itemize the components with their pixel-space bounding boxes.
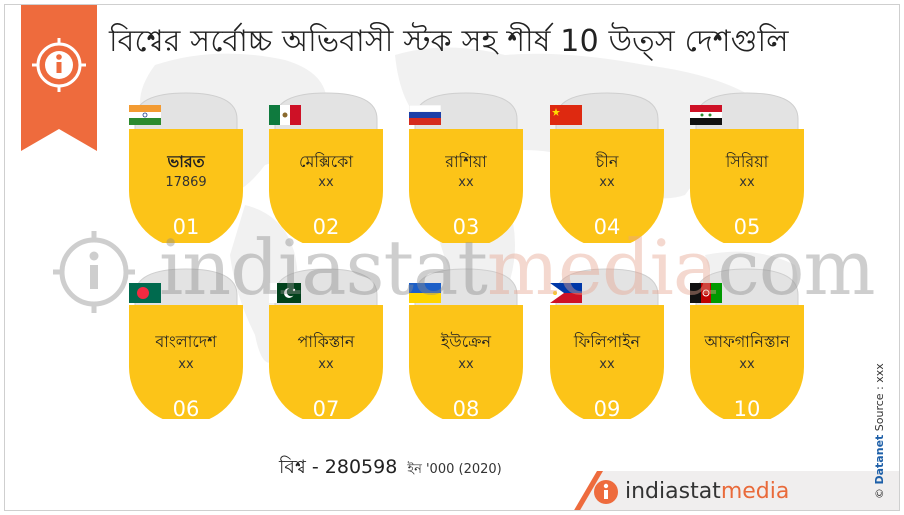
country-value: xx <box>458 357 474 372</box>
infographic-frame: বিশ্বের সর্বোচ্চ অভিবাসী স্টক সহ শীর্ষ 1… <box>4 4 900 511</box>
country-name: বাংলাদেশ <box>155 332 217 351</box>
country-card: আফগানিস্তান xx 10 <box>690 267 804 421</box>
country-name: ভারত <box>167 152 205 171</box>
country-name: সিরিয়া <box>725 152 769 171</box>
country-value: 17869 <box>165 175 207 190</box>
card-shape <box>269 92 383 243</box>
card-shape <box>690 92 804 243</box>
afghanistan-flag-icon <box>690 283 722 303</box>
rank-number: 09 <box>593 397 621 421</box>
country-name: ফিলিপাইন <box>573 332 641 351</box>
country-card: মেক্সিকো xx 02 <box>269 91 383 243</box>
rank-number: 04 <box>593 215 621 239</box>
ukraine-flag-icon <box>409 283 441 303</box>
mexico-flag-icon <box>269 105 301 125</box>
country-name: চীন <box>595 152 619 171</box>
country-value: xx <box>599 175 615 190</box>
country-value: xx <box>739 175 755 190</box>
footer-band <box>574 471 899 510</box>
card-shape <box>690 268 804 419</box>
india-flag-icon <box>129 105 161 125</box>
rank-number: 05 <box>733 215 761 239</box>
pakistan-flag-icon <box>269 283 301 303</box>
card-shape <box>550 268 664 419</box>
footer-info-icon <box>594 480 618 504</box>
card-shape <box>409 268 523 419</box>
country-name: রাশিয়া <box>445 152 487 171</box>
rank-number: 01 <box>172 215 200 239</box>
world-map-background <box>140 47 798 363</box>
china-flag-icon <box>550 105 582 125</box>
world-total-label: বিশ্ব - 280598 <box>279 456 398 478</box>
country-card: ইউক্রেন xx 08 <box>409 267 523 421</box>
country-card: সিরিয়া xx 05 <box>690 91 804 243</box>
country-card: ভারত 17869 01 <box>129 91 243 243</box>
country-name: মেক্সিকো <box>299 152 353 171</box>
country-card: পাকিস্তান xx 07 <box>269 267 383 421</box>
country-value: xx <box>318 357 334 372</box>
card-shape <box>269 268 383 419</box>
country-card: চীন xx 04 <box>550 91 664 243</box>
country-value: xx <box>178 357 194 372</box>
card-shape <box>129 268 243 419</box>
country-name: পাকিস্তান <box>297 332 355 351</box>
philippines-flag-icon <box>550 283 582 303</box>
russia-flag-icon <box>409 105 441 125</box>
rank-number: 06 <box>172 397 200 421</box>
bangladesh-flag-icon <box>129 283 161 303</box>
rank-number: 03 <box>452 215 480 239</box>
card-shape <box>129 92 243 243</box>
rank-number: 10 <box>733 397 761 421</box>
country-card: বাংলাদেশ xx 06 <box>129 267 243 421</box>
country-value: xx <box>458 175 474 190</box>
footer-brand: indiastatmedia <box>625 479 790 504</box>
world-total: বিশ্ব - 280598 ইন '000 (2020) <box>279 453 502 485</box>
info-ribbon <box>21 5 97 151</box>
country-value: xx <box>599 357 615 372</box>
country-name: ইউক্রেন <box>440 332 492 351</box>
rank-number: 07 <box>312 397 340 421</box>
country-name: আফগানিস্তান <box>704 332 790 351</box>
page-title: বিশ্বের সর্বোচ্চ অভিবাসী স্টক সহ শীর্ষ 1… <box>109 24 789 59</box>
rank-number: 02 <box>312 215 340 239</box>
world-total-unit: ইন '000 (2020) <box>407 462 502 477</box>
card-shape <box>550 92 664 243</box>
source-note: © Datanet Source : xxx <box>873 363 886 499</box>
country-card: ফিলিপাইন xx 09 <box>550 267 664 421</box>
country-value: xx <box>318 175 334 190</box>
country-card: রাশিয়া xx 03 <box>409 91 523 243</box>
card-shape <box>409 92 523 243</box>
rank-number: 08 <box>452 397 480 421</box>
syria-flag-icon <box>690 105 722 125</box>
country-value: xx <box>739 357 755 372</box>
